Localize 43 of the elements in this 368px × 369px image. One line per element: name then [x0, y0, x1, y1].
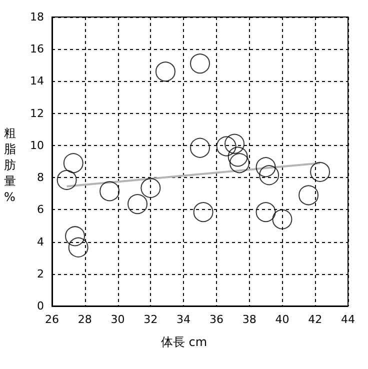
point: [259, 165, 280, 186]
point: [310, 162, 330, 182]
point: [100, 181, 120, 202]
y-tick-label: 6: [37, 203, 44, 216]
point: [298, 185, 319, 206]
point: [155, 62, 176, 82]
y-tick-label: 0: [37, 300, 44, 312]
point: [63, 153, 84, 174]
x-tick-label: 38: [242, 313, 256, 326]
point: [229, 153, 250, 174]
point: [128, 194, 148, 214]
point: [56, 170, 77, 190]
y-tick-label: 18: [30, 10, 44, 24]
y-axis-title: 粗脂肪量%: [4, 126, 16, 204]
x-tick-label: 34: [176, 313, 191, 326]
point: [193, 202, 214, 222]
x-tick-label: 36: [209, 313, 224, 326]
point: [190, 54, 210, 74]
x-tick-label: 32: [144, 313, 158, 326]
point: [272, 209, 292, 230]
x-tick-label: 30: [110, 313, 125, 326]
y-tick-label: 2: [37, 267, 44, 280]
point: [68, 237, 88, 258]
point: [65, 226, 86, 246]
x-tick-label: 40: [275, 313, 290, 326]
y-tick-label: 8: [37, 171, 44, 184]
y-tick-label: 12: [30, 106, 44, 120]
x-tick-label: 44: [341, 313, 355, 326]
x-tick-label: 42: [308, 313, 322, 326]
point: [224, 134, 245, 154]
x-tick-label: 26: [45, 313, 59, 326]
y-tick-label: 10: [30, 138, 44, 152]
y-tick-label: 16: [30, 42, 44, 56]
x-tick-label: 28: [78, 313, 92, 326]
point: [140, 178, 161, 198]
point: [216, 136, 236, 156]
x-axis-title: 体長 cm: [160, 335, 208, 349]
y-tick-label: 14: [30, 74, 44, 88]
point: [228, 146, 248, 167]
y-tick-label: 4: [37, 235, 44, 248]
point: [190, 138, 210, 158]
point: [256, 202, 276, 222]
point: [256, 157, 276, 178]
